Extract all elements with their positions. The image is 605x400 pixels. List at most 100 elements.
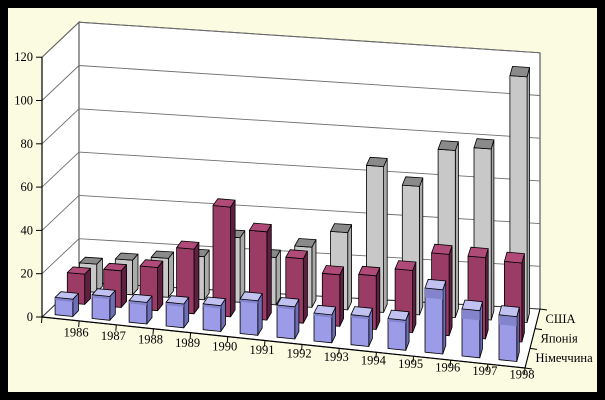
bar-side-face: [239, 230, 246, 303]
category-tick-4: [189, 332, 192, 339]
bar-front-face: [313, 312, 333, 344]
depth-axis[interactable]: [524, 308, 541, 369]
bar-top-face: [114, 252, 139, 261]
depth-axis-label-США[interactable]: США: [546, 312, 576, 326]
bar-top-face: [176, 240, 200, 250]
value-axis-label-80[interactable]: 80: [21, 137, 34, 151]
bar-bevel: [388, 318, 406, 324]
bar-Німеччина-1995[interactable]: [387, 309, 410, 351]
category-label-1986[interactable]: 1986: [64, 326, 89, 340]
bar-Німеччина-1992[interactable]: [276, 297, 300, 340]
category-tick-0: [41, 316, 43, 324]
bar-bevel: [425, 288, 443, 300]
value-axis-label-120[interactable]: 120: [14, 50, 33, 64]
category-tick-1: [78, 320, 80, 327]
category-label-1991[interactable]: 1991: [249, 343, 274, 357]
category-label-1995[interactable]: 1995: [398, 357, 423, 371]
gridline-120: [41, 21, 541, 58]
bar-side-face: [347, 224, 353, 311]
category-label-1993[interactable]: 1993: [324, 350, 349, 364]
bar-top-face: [503, 251, 525, 264]
category-label-1990[interactable]: 1990: [212, 340, 237, 354]
bar-bevel: [240, 299, 258, 304]
category-label-1988[interactable]: 1988: [138, 333, 163, 347]
bar-top-face: [461, 299, 483, 312]
bar-Німеччина-1996[interactable]: [424, 278, 447, 355]
category-label-1994[interactable]: 1994: [361, 354, 387, 368]
bar-front-face: [276, 304, 296, 340]
bar-side-face: [132, 253, 139, 296]
depth-tick-2: [534, 328, 543, 331]
bar-Німеччина-1991[interactable]: [239, 291, 263, 336]
category-tick-6: [263, 340, 266, 347]
value-axis-label-0[interactable]: 0: [27, 310, 33, 324]
depth-tick-3: [539, 308, 548, 311]
bar-Німеччина-1988[interactable]: [128, 293, 153, 325]
bar-Японія-1990[interactable]: [212, 198, 236, 318]
bar-front-face: [387, 318, 407, 351]
bar-Німеччина-1987[interactable]: [91, 288, 116, 321]
bar-Німеччина-1998[interactable]: [498, 305, 520, 362]
bar-bevel: [55, 297, 73, 302]
bar-bevel: [166, 302, 184, 307]
category-tick-9: [375, 352, 377, 359]
bar-top-face: [165, 295, 190, 305]
bar-top-face: [387, 309, 410, 321]
category-label-1997[interactable]: 1997: [472, 364, 497, 378]
bar-side-face: [419, 177, 424, 316]
value-axis-label-60[interactable]: 60: [21, 180, 34, 194]
bar-side-face: [193, 241, 200, 315]
bar-Німеччина-1993[interactable]: [313, 304, 337, 344]
category-tick-2: [115, 324, 117, 331]
bar-side-face: [454, 141, 459, 318]
bar-top-face: [91, 288, 116, 297]
bar-Німеччина-1986[interactable]: [54, 291, 79, 317]
bar-top-face: [431, 243, 453, 255]
category-tick-10: [412, 356, 415, 363]
bar-bevel: [314, 313, 332, 318]
depth-axis-label-Німеччина[interactable]: Німеччина: [536, 351, 594, 365]
bar-top-face: [394, 260, 417, 271]
bar-Німеччина-1989[interactable]: [165, 295, 190, 329]
bar-Німеччина-1997[interactable]: [461, 299, 483, 359]
bar-top-face: [424, 278, 447, 291]
bar-top-face: [66, 266, 91, 275]
value-axis-label-20[interactable]: 20: [21, 267, 34, 281]
category-tick-11: [449, 360, 452, 367]
bar-side-face: [157, 260, 164, 312]
bar-side-face: [383, 157, 388, 313]
bar-top-face: [285, 249, 308, 260]
bar-top-face: [103, 262, 127, 272]
depth-tick-1: [529, 347, 538, 350]
category-tick-12: [486, 364, 489, 371]
bar-bevel: [203, 303, 221, 309]
category-label-1998[interactable]: 1998: [510, 368, 535, 382]
value-axis-label-100[interactable]: 100: [14, 94, 33, 108]
bar-top-face: [358, 265, 381, 277]
depth-tick-0: [524, 367, 533, 370]
category-tick-5: [226, 336, 229, 343]
bar-top-face: [350, 306, 373, 317]
bar-top-face: [128, 293, 153, 303]
bar-side-face: [302, 250, 308, 324]
bar-top-face: [321, 265, 345, 276]
bar-side-face: [375, 267, 381, 330]
value-axis-label-40[interactable]: 40: [21, 223, 34, 237]
bar-top-face: [248, 222, 272, 233]
category-label-1992[interactable]: 1992: [287, 347, 312, 361]
depth-axis-label-Японія[interactable]: Японія: [541, 332, 578, 346]
bar-bevel: [277, 305, 295, 310]
bar-top-face: [150, 250, 175, 259]
bar-top-face: [276, 297, 300, 308]
bar-bevel: [92, 294, 110, 300]
bar-Німеччина-1994[interactable]: [350, 306, 373, 347]
category-label-1996[interactable]: 1996: [435, 361, 460, 375]
bar-Японія-1989[interactable]: [176, 240, 200, 315]
bar-side-face: [266, 224, 272, 321]
category-axis[interactable]: [41, 316, 526, 369]
category-label-1987[interactable]: 1987: [101, 329, 126, 343]
bar-Німеччина-1990[interactable]: [202, 296, 226, 332]
category-label-1989[interactable]: 1989: [175, 336, 200, 350]
bar-top-face: [473, 138, 495, 150]
